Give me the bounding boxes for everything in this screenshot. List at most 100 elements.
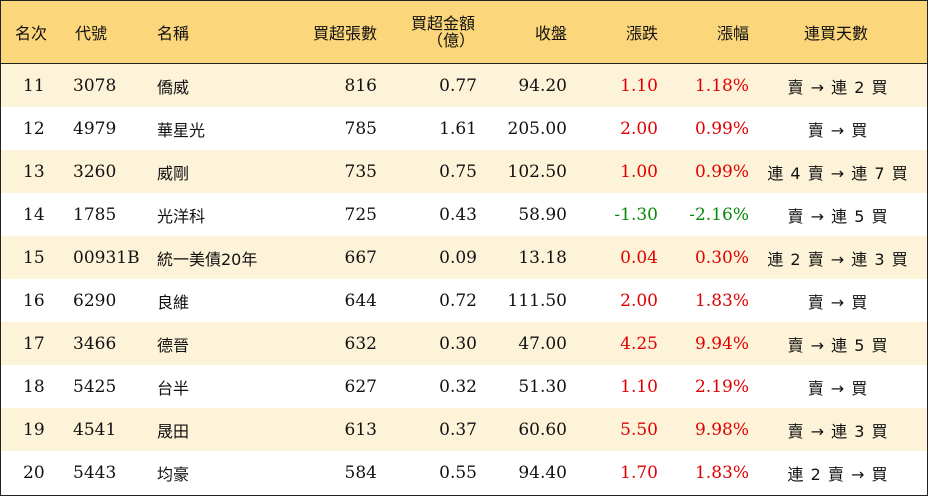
cell-streak: 賣 → 連 3 買 (787, 421, 889, 441)
cell-streak: 賣 → 連 2 買 (787, 77, 889, 97)
cell-change-pct: 2.19% (694, 376, 749, 397)
cell-change: 5.50 (620, 419, 658, 440)
cell-rank: 20 (23, 462, 45, 483)
cell-name: 均豪 (157, 464, 190, 484)
cell-change-pct: -2.16% (689, 204, 749, 225)
cell-close: 111.50 (507, 290, 567, 311)
cell-name: 晟田 (157, 421, 190, 441)
cell-net-lots: 735 (344, 161, 377, 182)
cell-code: 1785 (73, 204, 117, 225)
table-row: 16 6290 良維 644 0.72 111.50 2.00 1.83% 賣 … (1, 279, 927, 322)
cell-code: 5425 (73, 376, 117, 397)
cell-close: 58.90 (518, 204, 567, 225)
table-row: 11 3078 僑威 816 0.77 94.20 1.10 1.18% 賣 →… (1, 64, 927, 107)
header-net-amount-line2: （億） (426, 31, 475, 50)
cell-name: 統一美債20年 (157, 249, 258, 269)
table-row: 19 4541 晟田 613 0.37 60.60 5.50 9.98% 賣 →… (1, 408, 927, 451)
cell-change: -1.30 (614, 204, 658, 225)
table-row: 17 3466 德晉 632 0.30 47.00 4.25 9.94% 賣 →… (1, 322, 927, 365)
cell-net-amount: 0.77 (439, 75, 477, 96)
cell-code: 3078 (73, 75, 117, 96)
header-net-lots: 買超張數 (312, 24, 377, 43)
cell-net-lots: 667 (344, 247, 377, 268)
cell-change: 1.10 (620, 376, 658, 397)
cell-name: 光洋科 (157, 206, 206, 226)
cell-change-pct: 9.94% (694, 333, 749, 354)
cell-name: 威剛 (157, 163, 190, 183)
header-change: 漲跌 (625, 24, 658, 43)
cell-net-lots: 613 (344, 419, 377, 440)
cell-change: 4.25 (620, 333, 658, 354)
cell-rank: 19 (23, 419, 45, 440)
cell-net-lots: 584 (344, 462, 377, 483)
cell-streak: 連 2 賣 → 連 3 買 (767, 249, 909, 269)
cell-name: 台半 (157, 378, 190, 398)
cell-net-amount: 0.32 (439, 376, 477, 397)
header-rank: 名次 (15, 24, 48, 43)
cell-net-lots: 785 (344, 118, 377, 139)
cell-close: 60.60 (518, 419, 567, 440)
table-header: 名次 代號 名稱 買超張數 買超金額 （億） 收盤 漲跌 漲幅 連買天數 (1, 1, 927, 64)
cell-net-lots: 644 (344, 290, 377, 311)
table-row: 12 4979 華星光 785 1.61 205.00 2.00 0.99% 賣… (1, 107, 927, 150)
cell-close: 102.50 (507, 161, 567, 182)
cell-rank: 14 (23, 204, 45, 225)
cell-net-amount: 1.61 (439, 118, 477, 139)
cell-change-pct: 1.83% (694, 462, 749, 483)
cell-rank: 11 (23, 75, 45, 96)
cell-change-pct: 0.99% (694, 118, 749, 139)
cell-name: 華星光 (157, 120, 206, 140)
cell-rank: 16 (23, 290, 45, 311)
header-net-amount-line1: 買超金額 (410, 14, 475, 33)
cell-net-lots: 725 (344, 204, 377, 225)
cell-net-amount: 0.55 (439, 462, 477, 483)
cell-net-amount: 0.30 (439, 333, 477, 354)
cell-change: 2.00 (620, 118, 658, 139)
cell-net-amount: 0.37 (439, 419, 477, 440)
cell-name: 德晉 (157, 335, 190, 355)
cell-code: 00931B (73, 247, 140, 268)
cell-code: 3466 (73, 333, 117, 354)
header-close: 收盤 (534, 24, 567, 43)
cell-change-pct: 1.83% (694, 290, 749, 311)
cell-change: 1.10 (620, 75, 658, 96)
cell-change: 1.70 (620, 462, 658, 483)
cell-change-pct: 0.99% (694, 161, 749, 182)
cell-net-amount: 0.72 (439, 290, 477, 311)
cell-close: 51.30 (518, 376, 567, 397)
cell-name: 良維 (157, 292, 190, 312)
cell-change-pct: 1.18% (694, 75, 749, 96)
table-row: 15 00931B 統一美債20年 667 0.09 13.18 0.04 0.… (1, 236, 927, 279)
cell-net-lots: 627 (344, 376, 377, 397)
cell-streak: 賣 → 連 5 買 (787, 206, 889, 226)
cell-code: 6290 (73, 290, 117, 311)
table-row: 18 5425 台半 627 0.32 51.30 1.10 2.19% 賣 →… (1, 365, 927, 408)
cell-change: 2.00 (620, 290, 658, 311)
cell-streak: 賣 → 買 (807, 120, 869, 140)
cell-rank: 12 (23, 118, 45, 139)
cell-rank: 17 (23, 333, 45, 354)
table-row: 14 1785 光洋科 725 0.43 58.90 -1.30 -2.16% … (1, 193, 927, 236)
header-name: 名稱 (157, 24, 190, 43)
cell-net-lots: 632 (344, 333, 377, 354)
header-net-amount: 買超金額 （億） (377, 1, 477, 63)
cell-net-amount: 0.09 (439, 247, 477, 268)
cell-rank: 15 (23, 247, 45, 268)
cell-change-pct: 9.98% (694, 419, 749, 440)
cell-close: 94.20 (518, 75, 567, 96)
cell-streak: 連 4 賣 → 連 7 買 (767, 163, 909, 183)
table-row: 13 3260 威剛 735 0.75 102.50 1.00 0.99% 連 … (1, 150, 927, 193)
header-streak: 連買天數 (803, 24, 868, 43)
cell-code: 3260 (73, 161, 117, 182)
table-body: 11 3078 僑威 816 0.77 94.20 1.10 1.18% 賣 →… (1, 64, 927, 494)
cell-close: 205.00 (507, 118, 567, 139)
cell-code: 5443 (73, 462, 117, 483)
cell-close: 47.00 (518, 333, 567, 354)
cell-streak: 賣 → 連 5 買 (787, 335, 889, 355)
cell-net-amount: 0.75 (439, 161, 477, 182)
cell-code: 4979 (73, 118, 117, 139)
cell-change: 0.04 (620, 247, 658, 268)
table-row: 20 5443 均豪 584 0.55 94.40 1.70 1.83% 連 2… (1, 451, 927, 494)
cell-change-pct: 0.30% (694, 247, 749, 268)
